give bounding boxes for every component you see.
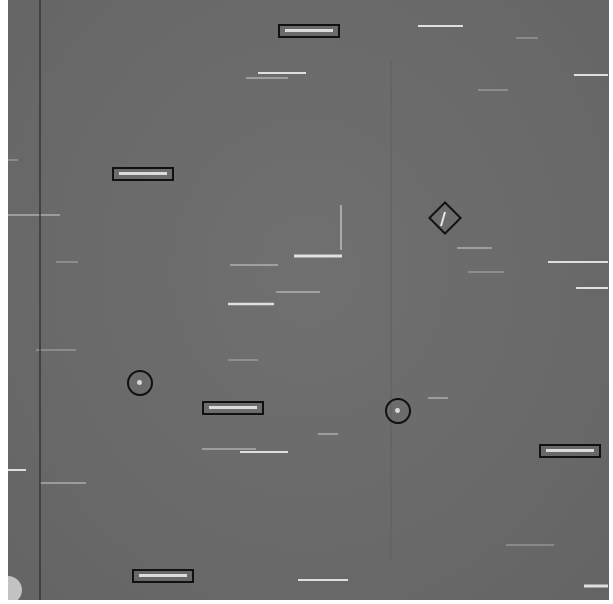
marker-circle-1 — [127, 370, 153, 396]
marker-box-4 — [539, 444, 601, 458]
marker-box-1 — [278, 24, 340, 38]
marker-box-5 — [132, 569, 194, 583]
star-field-image — [8, 0, 609, 600]
marker-box-2 — [112, 167, 174, 181]
corner-glow — [8, 576, 22, 600]
marker-box-3 — [202, 401, 264, 415]
streak-layer — [8, 0, 608, 600]
marker-circle-2 — [385, 398, 411, 424]
diamond-target-streak — [440, 211, 446, 227]
